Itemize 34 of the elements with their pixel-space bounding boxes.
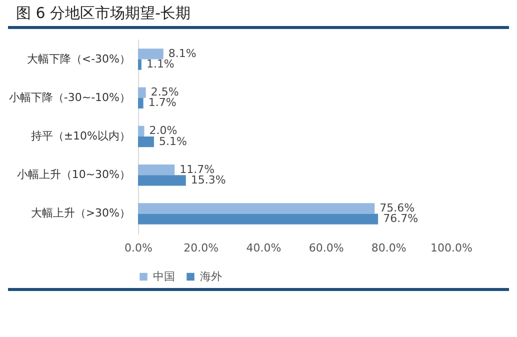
data-label: 11.7% [180,162,215,176]
data-label: 2.5% [150,86,179,99]
x-tick-label: 20.0% [184,242,219,254]
y-tick-label: 大幅上升（>30%） [30,206,130,220]
y-tick-label: 持平（±10%以内） [30,130,130,142]
data-label: 15.3% [190,173,226,186]
data-label: 1.7% [148,96,176,110]
bar [138,48,164,60]
bar [138,164,175,176]
bar [138,98,144,109]
y-tick-label: 大幅下降（<-30%） [26,52,130,66]
x-tick-label: 60.0% [308,242,344,254]
x-tick-label: 40.0% [246,242,282,254]
legend-label: 海外 [200,270,222,283]
bar [138,203,375,214]
data-label: 76.7% [383,212,418,226]
bar [138,136,154,148]
x-tick-label: 80.0% [371,242,406,254]
x-tick-label: 0.0% [124,242,152,254]
y-tick-label: 小幅上升（10~30%） [16,168,130,182]
data-label: 2.0% [149,124,178,138]
data-label: 75.6% [380,201,415,214]
bar [138,87,146,98]
x-tick-label: 100.0% [430,242,472,254]
bar [138,59,142,70]
data-label: 1.1% [146,58,174,71]
bar [138,214,378,224]
bar [138,126,144,136]
data-label: 8.1% [168,46,196,60]
legend-label: 中国 [153,270,175,283]
bar [138,175,186,186]
chart-title: 图 6 分地区市场期望-长期 [15,3,192,24]
y-tick-label: 小幅下降（-30~-10%） [8,90,130,104]
data-label: 5.1% [158,134,187,148]
